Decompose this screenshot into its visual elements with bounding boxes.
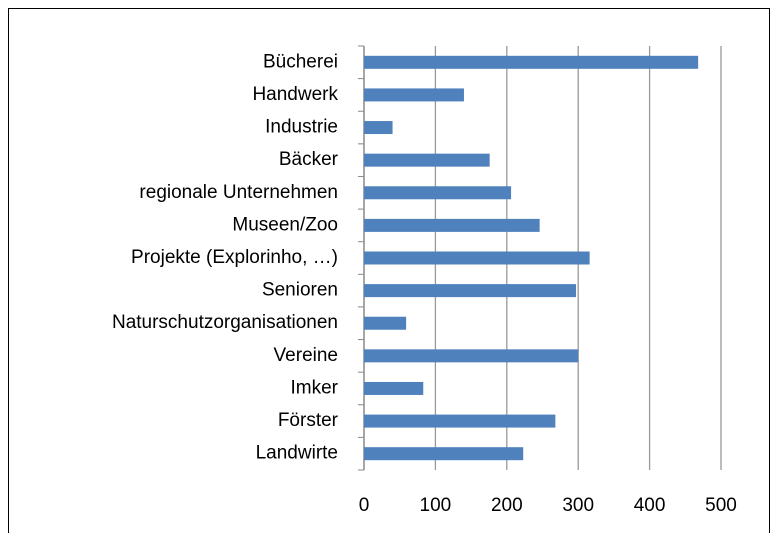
bar [364,284,577,298]
bar [364,414,556,428]
bar [364,121,393,135]
y-tick-label: Industrie [265,117,338,138]
bar [364,349,579,363]
bar [364,88,464,102]
y-tick-label: Vereine [274,345,338,366]
x-tick-label: 500 [705,495,737,516]
bar [364,186,512,200]
y-tick-label: Landwirte [256,443,338,464]
y-tick-label: Handwerk [252,84,338,105]
bar [364,381,424,395]
y-tick-label: Museen/Zoo [232,214,338,235]
x-tick-label: 400 [634,495,666,516]
y-tick-label: Imker [291,377,339,398]
y-tick-label: Bäcker [279,149,339,170]
bar [364,153,490,167]
bar [364,447,524,461]
y-tick-label: regionale Unternehmen [139,182,338,203]
y-tick-label: Projekte (Explorinho, …) [131,247,338,268]
bar [364,218,540,232]
x-tick-label: 200 [491,495,523,516]
bar [364,316,407,330]
y-tick-label: Senioren [262,280,338,301]
y-tick-label: Bücherei [263,51,338,72]
bar [364,55,699,69]
y-tick-label: Naturschutzorganisationen [112,312,338,333]
x-tick-label: 300 [562,495,594,516]
bar [364,251,590,265]
x-tick-label: 0 [359,495,370,516]
y-tick-label: Förster [278,410,339,431]
x-tick-label: 100 [420,495,452,516]
